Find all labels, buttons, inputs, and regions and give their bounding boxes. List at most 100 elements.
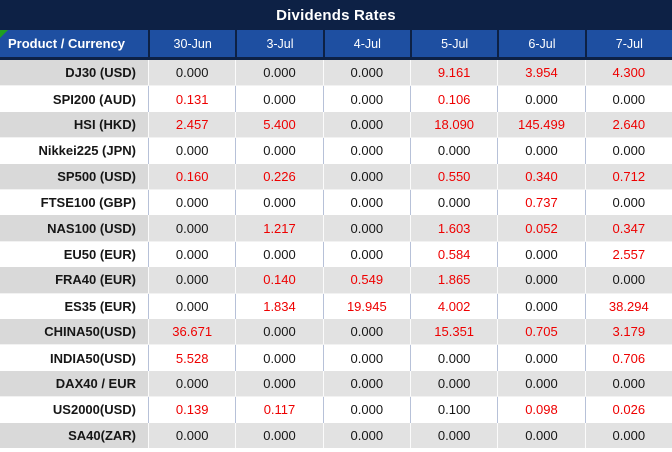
table-row: SPI200 (AUD) 0.131 0.000 0.000 0.106 0.000 0.0… <box>0 85 672 112</box>
excel-flag-icon <box>0 30 8 38</box>
table-row: SP500 (USD) 0.160 0.226 0.000 0.550 0.340 0.71… <box>0 163 672 190</box>
rate-value-cell: 5.528 <box>148 345 236 371</box>
product-cell: SA40(ZAR) <box>0 422 148 449</box>
rate-value-cell: 0.000 <box>235 370 323 397</box>
rate-value-cell: 0.000 <box>148 241 236 268</box>
rate-value-cell: 145.499 <box>497 111 585 138</box>
rate-value-cell: 0.000 <box>322 397 410 423</box>
rate-value-cell: 0.000 <box>584 138 672 164</box>
rate-value-cell: 0.347 <box>584 215 672 241</box>
rate-value-cell: 0.712 <box>584 163 672 190</box>
rate-value-cell: 0.000 <box>322 138 410 164</box>
column-header-date-3: 4-Jul <box>324 30 410 57</box>
rate-value-cell: 36.671 <box>148 319 236 345</box>
rate-value-cell: 0.000 <box>584 422 672 449</box>
rate-value-cell: 0.000 <box>322 345 410 371</box>
product-cell: CHINA50(USD) <box>0 319 148 345</box>
rate-value-cell: 0.098 <box>497 397 585 423</box>
rate-value-cell: 0.139 <box>148 397 236 423</box>
rate-value-cell: 38.294 <box>584 293 672 320</box>
rate-value-cell: 0.340 <box>497 163 585 190</box>
product-cell: SP500 (USD) <box>0 163 148 190</box>
rate-value-cell: 0.160 <box>148 163 236 190</box>
rate-value-cell: 0.000 <box>409 370 498 397</box>
column-header-date-4: 5-Jul <box>411 30 498 57</box>
rate-value-cell: 0.000 <box>235 86 323 112</box>
table-row: EU50 (EUR) 0.000 0.000 0.000 0.584 0.000 2.557 <box>0 240 672 268</box>
rate-value-cell: 0.000 <box>497 370 585 397</box>
rate-value-cell: 0.000 <box>322 422 410 449</box>
rate-value-cell: 0.737 <box>497 190 585 216</box>
rate-value-cell: 0.000 <box>235 319 323 345</box>
rate-value-cell: 0.000 <box>497 241 585 268</box>
rate-value-cell: 0.706 <box>584 345 672 371</box>
table-row: FTSE100 (GBP) 0.000 0.000 0.000 0.000 0.737 0.… <box>0 189 672 216</box>
product-cell: Nikkei225 (JPN) <box>0 138 148 164</box>
rate-value-cell: 0.000 <box>497 86 585 112</box>
rate-value-cell: 0.000 <box>409 138 498 164</box>
rate-value-cell: 1.217 <box>235 215 323 241</box>
table-row: US2000(USD) 0.139 0.117 0.000 0.100 0.098 0.02… <box>0 396 672 423</box>
rate-value-cell: 0.550 <box>409 163 498 190</box>
rate-value-cell: 0.000 <box>409 422 498 449</box>
table-row: INDIA50(USD) 5.528 0.000 0.000 0.000 0.000 0.7… <box>0 344 672 371</box>
rate-value-cell: 2.457 <box>148 111 236 138</box>
column-header-date-5: 6-Jul <box>499 30 585 57</box>
rate-value-cell: 0.000 <box>322 111 410 138</box>
rate-value-cell: 2.640 <box>584 111 672 138</box>
rate-value-cell: 5.400 <box>235 111 323 138</box>
rate-value-cell: 0.000 <box>584 86 672 112</box>
table-row: ES35 (EUR) 0.000 1.834 19.945 4.002 0.000 38.2… <box>0 292 672 320</box>
product-cell: HSI (HKD) <box>0 111 148 138</box>
column-header-date-1: 30-Jun <box>150 30 236 57</box>
table-row: Nikkei225 (JPN) 0.000 0.000 0.000 0.000 0.000… <box>0 137 672 164</box>
rate-value-cell: 3.954 <box>497 60 585 86</box>
rate-value-cell: 0.000 <box>148 293 236 320</box>
rate-value-cell: 0.000 <box>322 163 410 190</box>
product-cell: FRA40 (EUR) <box>0 267 148 293</box>
rate-value-cell: 0.000 <box>148 60 236 86</box>
rate-value-cell: 0.000 <box>322 319 410 345</box>
rate-value-cell: 0.226 <box>235 163 323 190</box>
rate-value-cell: 0.000 <box>322 60 410 86</box>
rate-value-cell: 0.549 <box>322 267 410 293</box>
rate-value-cell: 0.000 <box>322 370 410 397</box>
table-row: FRA40 (EUR) 0.000 0.140 0.549 1.865 0.000 0.00… <box>0 267 672 293</box>
product-cell: INDIA50(USD) <box>0 345 148 371</box>
rate-value-cell: 0.000 <box>148 215 236 241</box>
rate-value-cell: 1.865 <box>409 267 498 293</box>
rate-value-cell: 0.131 <box>148 86 236 112</box>
rate-value-cell: 0.117 <box>235 397 323 423</box>
rate-value-cell: 3.179 <box>584 319 672 345</box>
table-row: DJ30 (USD) 0.000 0.000 0.000 9.161 3.954 4.300 <box>0 60 672 86</box>
rate-value-cell: 0.100 <box>409 397 498 423</box>
column-header-product-currency: Product / Currency <box>0 30 148 57</box>
rate-value-cell: 0.000 <box>235 345 323 371</box>
rate-value-cell: 0.000 <box>322 215 410 241</box>
column-header-label: Product / Currency <box>8 36 126 51</box>
rate-value-cell: 0.000 <box>322 190 410 216</box>
rate-value-cell: 2.557 <box>584 241 672 268</box>
rate-value-cell: 0.000 <box>409 190 498 216</box>
rate-value-cell: 15.351 <box>409 319 498 345</box>
rate-value-cell: 0.000 <box>497 345 585 371</box>
rate-value-cell: 0.000 <box>497 422 585 449</box>
rate-value-cell: 0.000 <box>148 190 236 216</box>
product-cell: FTSE100 (GBP) <box>0 190 148 216</box>
rate-value-cell: 4.300 <box>584 60 672 86</box>
column-header-date-6: 7-Jul <box>586 30 672 57</box>
rate-value-cell: 0.000 <box>148 138 236 164</box>
rate-value-cell: 0.000 <box>148 370 236 397</box>
rate-value-cell: 0.000 <box>409 345 498 371</box>
rate-value-cell: 1.834 <box>235 293 323 320</box>
product-cell: EU50 (EUR) <box>0 241 148 268</box>
rate-value-cell: 0.000 <box>584 190 672 216</box>
rate-value-cell: 0.000 <box>235 190 323 216</box>
product-cell: NAS100 (USD) <box>0 215 148 241</box>
table-row: DAX40 / EUR 0.000 0.000 0.000 0.000 0.000 0.00… <box>0 370 672 397</box>
product-cell: SPI200 (AUD) <box>0 86 148 112</box>
product-cell: DJ30 (USD) <box>0 60 148 86</box>
rate-value-cell: 0.000 <box>148 267 236 293</box>
rate-value-cell: 0.140 <box>235 267 323 293</box>
